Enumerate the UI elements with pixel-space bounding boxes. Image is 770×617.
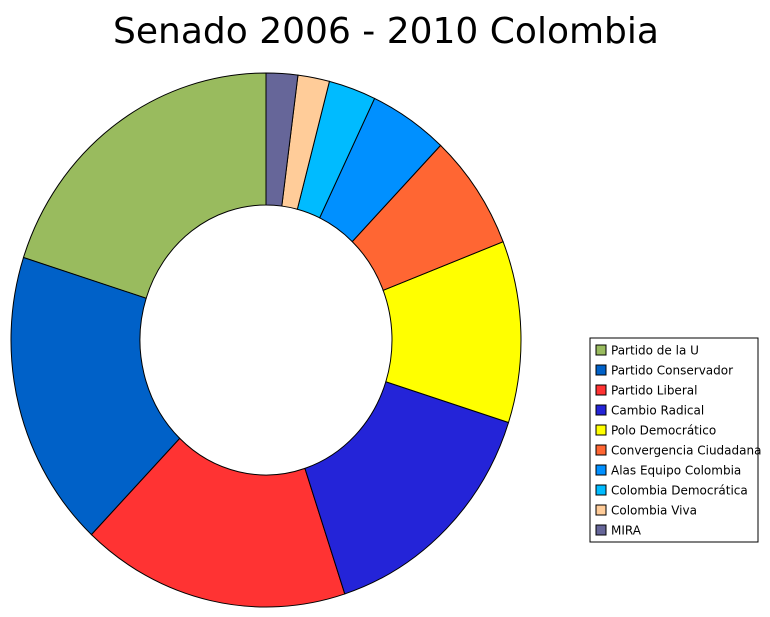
legend-swatch — [595, 504, 607, 516]
donut-slice — [22, 72, 267, 299]
legend-swatch — [595, 424, 607, 436]
legend-swatch — [595, 384, 607, 396]
legend-swatch — [595, 344, 607, 356]
chart-title: Senado 2006 - 2010 Colombia — [113, 11, 659, 52]
donut-slice — [90, 437, 346, 608]
legend-swatch — [595, 524, 607, 536]
legend-swatch — [595, 364, 607, 376]
donut-slice — [304, 381, 510, 595]
legend-label: Convergencia Ciudadana — [611, 444, 761, 458]
legend-swatch — [595, 404, 607, 416]
legend-label: Partido Liberal — [611, 384, 697, 398]
donut-slice — [265, 72, 299, 207]
legend-label: Alas Equipo Colombia — [611, 464, 741, 478]
legend-label: Polo Democrático — [611, 424, 716, 438]
legend-label: Partido de la U — [611, 344, 699, 358]
legend-label: Cambio Radical — [611, 404, 704, 418]
legend-swatch — [595, 484, 607, 496]
legend-swatch — [595, 444, 607, 456]
legend-label: MIRA — [611, 524, 642, 538]
legend-box — [589, 337, 759, 543]
legend-label: Partido Conservador — [611, 364, 733, 378]
legend-label: Colombia Viva — [611, 504, 697, 518]
legend-label: Colombia Democrática — [611, 484, 748, 498]
legend-swatch — [595, 464, 607, 476]
donut-slice — [10, 256, 181, 536]
